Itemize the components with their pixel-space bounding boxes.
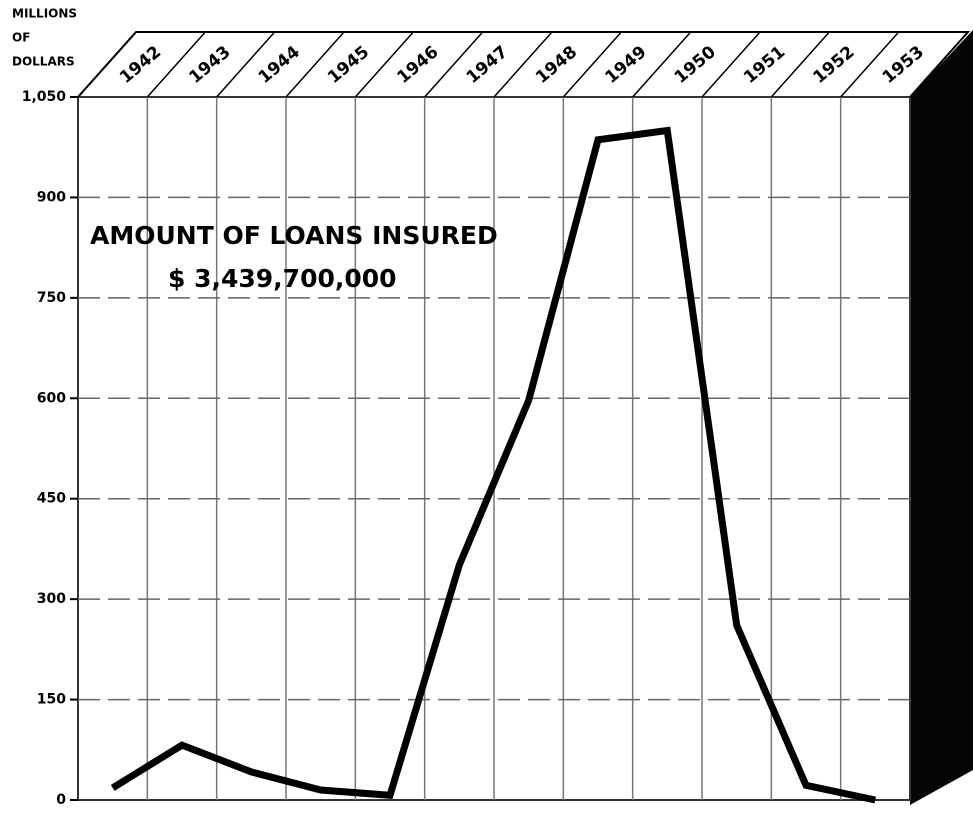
strip-divider bbox=[632, 31, 692, 98]
y-tick-label: 300 bbox=[37, 591, 66, 607]
annotation-total: $ 3,439,700,000 bbox=[168, 264, 397, 293]
y-axis-label: OF bbox=[12, 31, 30, 45]
y-tick-label: 1,050 bbox=[22, 89, 67, 105]
strip-divider bbox=[285, 31, 345, 98]
strip-divider bbox=[146, 31, 206, 98]
strip-divider bbox=[216, 31, 276, 98]
strip-divider bbox=[840, 31, 900, 98]
y-tick-label: 0 bbox=[56, 792, 66, 808]
y-tick-label: 450 bbox=[37, 491, 66, 507]
strip-divider bbox=[424, 31, 484, 98]
strip-divider bbox=[354, 31, 414, 98]
strip-divider bbox=[77, 31, 137, 98]
y-tick-label: 600 bbox=[37, 390, 66, 406]
strip-divider bbox=[562, 31, 622, 98]
strip-divider bbox=[909, 31, 969, 98]
y-tick-label: 150 bbox=[37, 692, 66, 708]
y-axis-label: DOLLARS bbox=[12, 55, 75, 69]
strip-divider bbox=[770, 31, 830, 98]
annotation-title: AMOUNT OF LOANS INSURED bbox=[90, 221, 498, 250]
strip-divider bbox=[701, 31, 761, 98]
y-tick-label: 900 bbox=[37, 189, 66, 205]
strip-divider bbox=[493, 31, 553, 98]
side-face bbox=[910, 30, 973, 805]
data-line bbox=[110, 126, 877, 804]
y-tick-label: 750 bbox=[37, 290, 66, 306]
y-axis-label: MILLIONS bbox=[12, 7, 77, 21]
